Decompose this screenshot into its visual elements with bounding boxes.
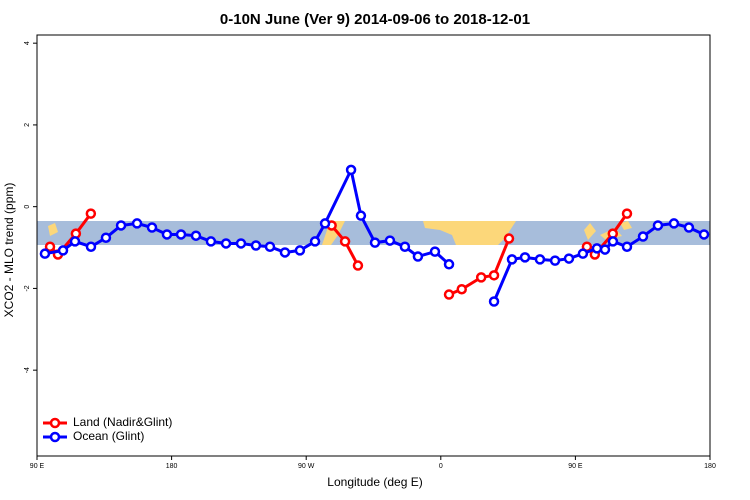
data-point	[100, 232, 112, 243]
data-point	[607, 236, 619, 247]
x-axis-label: Longitude (deg E)	[327, 475, 422, 489]
data-point	[220, 238, 232, 249]
data-point	[488, 270, 500, 281]
data-point	[429, 246, 441, 257]
data-point	[339, 236, 351, 247]
data-point	[534, 254, 546, 265]
data-point	[175, 229, 187, 240]
data-point	[668, 218, 680, 229]
data-point	[69, 236, 81, 247]
data-point	[475, 272, 487, 283]
data-point	[519, 252, 531, 263]
data-point	[355, 210, 367, 221]
data-point	[652, 220, 664, 231]
data-point	[115, 220, 127, 231]
data-point	[85, 208, 97, 219]
data-point	[549, 255, 561, 266]
data-point	[161, 229, 173, 240]
x-tick-label: 180	[704, 463, 716, 470]
data-point	[683, 222, 695, 233]
x-tick-label: 90 E	[30, 463, 45, 470]
x-tick-label: 90 W	[298, 463, 315, 470]
data-point	[506, 254, 518, 265]
data-point	[264, 241, 276, 252]
data-point	[599, 244, 611, 255]
data-point	[399, 241, 411, 252]
data-point	[488, 296, 500, 307]
y-tick-label: 0	[24, 205, 31, 209]
legend-marker	[49, 431, 61, 443]
data-point	[57, 245, 69, 256]
data-point	[563, 253, 575, 264]
data-point	[309, 236, 321, 247]
data-point	[250, 240, 262, 251]
data-point	[146, 222, 158, 233]
data-point	[412, 251, 424, 262]
y-tick-label: -2	[24, 285, 31, 291]
data-point	[39, 248, 51, 259]
x-tick-label: 0	[439, 463, 443, 470]
data-point	[698, 229, 710, 240]
data-point	[190, 230, 202, 241]
legend-label: Land (Nadir&Glint)	[73, 415, 172, 429]
chart-title: 0-10N June (Ver 9) 2014-09-06 to 2018-12…	[220, 11, 530, 28]
data-point	[352, 260, 364, 271]
data-point	[279, 247, 291, 258]
data-point	[294, 245, 306, 256]
data-point	[637, 231, 649, 242]
x-tick-label: 90 E	[568, 463, 583, 470]
legend-label: Ocean (Glint)	[73, 429, 144, 443]
data-point	[503, 233, 515, 244]
legend-marker	[49, 417, 61, 429]
y-tick-label: 4	[24, 41, 31, 45]
data-point	[443, 289, 455, 300]
data-point	[205, 236, 217, 247]
data-point	[443, 259, 455, 270]
plot-frame	[36, 34, 711, 457]
data-point	[621, 208, 633, 219]
y-axis-label: XCO2 - MLO trend (ppm)	[2, 183, 16, 318]
data-point	[235, 238, 247, 249]
data-point	[85, 241, 97, 252]
x-tick-label: 180	[166, 463, 178, 470]
data-point	[621, 241, 633, 252]
data-point	[345, 164, 357, 176]
data-point	[577, 248, 589, 259]
y-tick-label: -4	[24, 367, 31, 373]
data-point	[131, 218, 143, 229]
data-point	[456, 283, 467, 295]
data-point	[319, 218, 331, 229]
y-tick-label: 2	[24, 123, 31, 127]
data-point	[384, 235, 396, 246]
data-point	[369, 237, 381, 248]
data-point	[44, 241, 56, 252]
data-point	[591, 243, 603, 254]
